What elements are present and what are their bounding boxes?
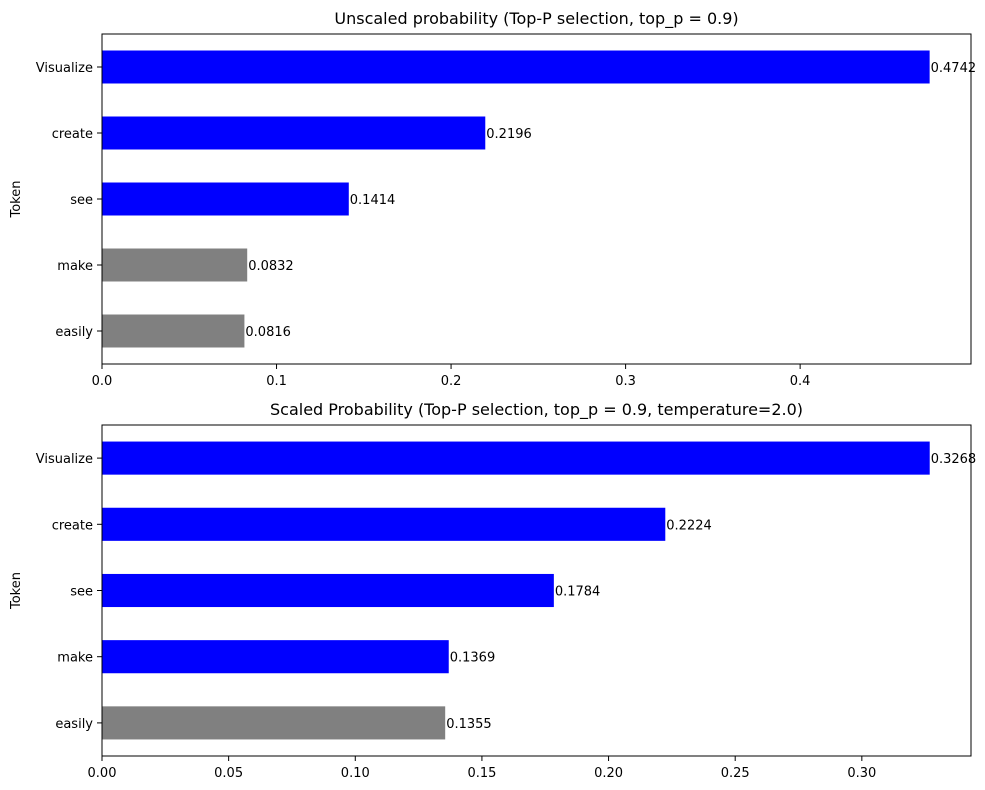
y-tick-label-see: see	[70, 585, 93, 600]
x-tick-label: 0.15	[467, 766, 496, 781]
value-label-see: 0.1784	[555, 585, 601, 600]
y-axis-label: Token	[9, 572, 24, 610]
value-labels: 0.3268 0.2224 0.1784 0.1369 0.1355	[446, 452, 976, 732]
y-tick-label-easily: easily	[55, 325, 93, 340]
x-tick-label: 0.20	[594, 766, 623, 781]
plot-frame	[101, 33, 972, 365]
y-tick-label-make: make	[57, 651, 93, 666]
bar-visualize	[102, 50, 930, 84]
x-tick-label: 0.05	[214, 766, 243, 781]
value-label-create: 0.2224	[666, 518, 712, 533]
value-label-see: 0.1414	[350, 193, 396, 208]
x-ticks: 0.00 0.05 0.10 0.15 0.20 0.25 0.30	[88, 756, 876, 781]
bar-create	[102, 116, 486, 150]
bar-create	[102, 507, 666, 541]
x-tick-label: 0.10	[341, 766, 370, 781]
bar-see	[102, 182, 349, 216]
chart-title: Scaled Probability (Top-P selection, top…	[270, 400, 803, 420]
y-ticks: Visualize create see make easily	[36, 61, 102, 340]
value-label-make: 0.0832	[248, 259, 294, 274]
y-tick-label-create: create	[52, 518, 93, 533]
y-tick-label-create: create	[52, 127, 93, 142]
value-labels: 0.4742 0.2196 0.1414 0.0832 0.0816	[245, 61, 976, 340]
bar-make	[102, 640, 449, 674]
value-label-easily: 0.0816	[245, 325, 290, 340]
y-axis-label: Token	[9, 181, 24, 219]
bar-visualize	[102, 441, 930, 475]
x-tick-label: 0.30	[847, 766, 876, 781]
x-tick-label: 0.25	[721, 766, 750, 781]
x-ticks: 0.0 0.1 0.2 0.3 0.4	[92, 364, 811, 389]
subplot-scaled: Scaled Probability (Top-P selection, top…	[9, 400, 976, 781]
y-tick-label-see: see	[70, 193, 93, 208]
subplot-unscaled: Unscaled probability (Top-P selection, t…	[9, 9, 976, 389]
bars	[102, 441, 930, 740]
value-label-easily: 0.1355	[446, 717, 492, 732]
y-ticks: Visualize create see make easily	[36, 452, 102, 732]
chart-title: Unscaled probability (Top-P selection, t…	[334, 9, 738, 29]
y-tick-label-make: make	[57, 259, 93, 274]
x-tick-label: 0.2	[441, 374, 462, 389]
x-tick-label: 0.3	[615, 374, 636, 389]
value-label-make: 0.1369	[450, 651, 496, 666]
x-tick-label: 0.00	[88, 766, 117, 781]
value-label-create: 0.2196	[486, 127, 531, 142]
x-tick-label: 0.4	[790, 374, 811, 389]
bar-see	[102, 573, 554, 608]
bar-easily	[102, 706, 446, 740]
bar-make	[102, 248, 248, 282]
bar-easily	[102, 314, 245, 348]
y-tick-label-visualize: Visualize	[36, 61, 93, 76]
value-label-visualize: 0.3268	[931, 452, 977, 467]
value-label-visualize: 0.4742	[931, 61, 977, 76]
y-tick-label-easily: easily	[55, 717, 93, 732]
x-tick-label: 0.1	[266, 374, 287, 389]
x-tick-label: 0.0	[92, 374, 113, 389]
plot-frame	[101, 424, 972, 757]
bars	[102, 50, 930, 348]
y-tick-label-visualize: Visualize	[36, 452, 93, 467]
